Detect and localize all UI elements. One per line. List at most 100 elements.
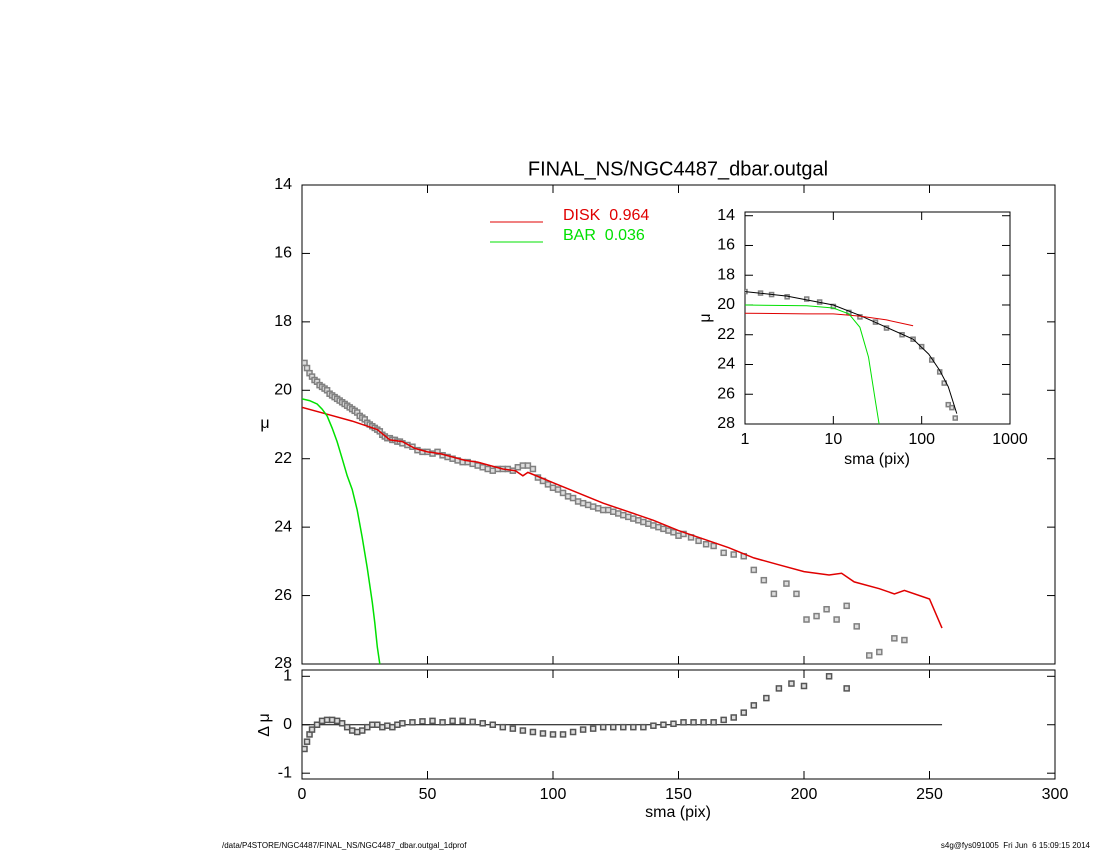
series-line: [745, 291, 958, 414]
data-point: [449, 717, 456, 725]
data-point: [823, 606, 830, 613]
legend-label: DISK 0.964: [563, 207, 649, 224]
y-tick-label: 14: [717, 207, 735, 224]
data-point: [358, 727, 366, 734]
data-point: [529, 728, 537, 736]
plot-area: [302, 359, 943, 664]
data-point: [660, 721, 667, 728]
data-point: [620, 511, 627, 519]
data-point: [519, 727, 527, 734]
plot-area: [745, 288, 959, 424]
data-point: [620, 723, 627, 731]
data-point: [584, 501, 592, 509]
data-point: [876, 648, 883, 656]
data-point: [665, 527, 672, 534]
data-point: [760, 576, 768, 584]
data-point: [308, 726, 316, 733]
data-point: [333, 717, 341, 725]
data-point: [338, 720, 346, 727]
data-point: [635, 517, 642, 524]
data-point: [514, 464, 522, 471]
data-point: [740, 709, 748, 716]
data-point: [384, 722, 391, 729]
x-tick-label: 50: [419, 786, 437, 803]
data-point: [825, 673, 833, 680]
data-point: [720, 549, 727, 557]
y-tick-label: 26: [274, 587, 292, 604]
data-point: [775, 685, 783, 692]
data-point: [589, 503, 597, 510]
data-point: [489, 721, 497, 728]
data-point: [599, 506, 607, 514]
data-point: [650, 522, 657, 529]
data-point: [323, 716, 331, 724]
data-point: [690, 719, 697, 726]
data-point: [800, 682, 808, 690]
data-point: [374, 721, 381, 728]
data-point: [630, 515, 637, 522]
plot-area: [302, 673, 943, 753]
data-point: [469, 718, 476, 726]
data-point: [554, 486, 562, 493]
footer-path: /data/P4STORE/NGC4487/FINAL_NS/NGC4487_d…: [222, 841, 467, 850]
y-tick-label: 28: [274, 655, 292, 672]
data-point: [474, 462, 481, 469]
x-tick-label: 100: [908, 431, 935, 448]
data-point: [625, 513, 632, 521]
data-point: [655, 523, 662, 531]
data-point: [459, 717, 466, 725]
data-point: [640, 723, 647, 731]
data-point: [509, 725, 517, 732]
data-point: [680, 719, 687, 726]
y-axis-label: μ: [697, 313, 714, 322]
data-point: [788, 680, 795, 687]
data-point: [650, 722, 657, 729]
y-tick-label: 16: [274, 245, 292, 262]
y-axis-label: Δ μ: [256, 713, 273, 736]
data-point: [843, 685, 850, 692]
chart-title: FINAL_NS/NGC4487_dbar.outgal: [528, 158, 828, 180]
y-tick-label: 26: [717, 385, 735, 402]
data-point: [750, 702, 758, 709]
data-point: [302, 745, 308, 753]
data-point: [369, 721, 376, 728]
y-tick-label: 18: [717, 266, 735, 283]
x-axis-label: sma (pix): [645, 804, 711, 821]
data-point: [750, 566, 758, 574]
data-point: [389, 723, 396, 731]
y-tick-label: 14: [274, 176, 292, 193]
y-tick-label: 22: [717, 326, 735, 343]
data-point: [544, 481, 552, 488]
y-tick-label: 24: [717, 356, 735, 373]
data-point: [813, 612, 820, 620]
data-point: [599, 723, 607, 731]
data-point: [409, 719, 416, 726]
data-point: [303, 738, 311, 745]
data-point: [952, 415, 959, 421]
data-point: [891, 635, 898, 642]
y-tick-label: 20: [274, 382, 292, 399]
data-point: [559, 489, 567, 497]
data-point: [529, 465, 537, 473]
data-point: [700, 719, 707, 726]
footer-stamp: s4g@fys091005 Fri Jun 6 15:09:15 2014: [941, 841, 1091, 850]
data-point: [499, 723, 507, 731]
data-point: [489, 467, 497, 474]
series-line: [302, 398, 381, 664]
data-point: [569, 728, 577, 736]
data-point: [328, 716, 336, 724]
data-point: [524, 462, 532, 469]
data-point: [949, 404, 955, 411]
data-point: [763, 694, 770, 702]
data-point: [379, 723, 386, 731]
data-point: [660, 525, 667, 533]
x-tick-label: 100: [540, 786, 567, 803]
inset-frame: [744, 211, 1011, 425]
data-point: [434, 448, 441, 456]
data-point: [579, 726, 587, 733]
data-point: [680, 530, 687, 538]
y-tick-label: 20: [717, 296, 735, 313]
data-point: [604, 506, 612, 514]
y-tick-label: 0: [283, 716, 292, 733]
